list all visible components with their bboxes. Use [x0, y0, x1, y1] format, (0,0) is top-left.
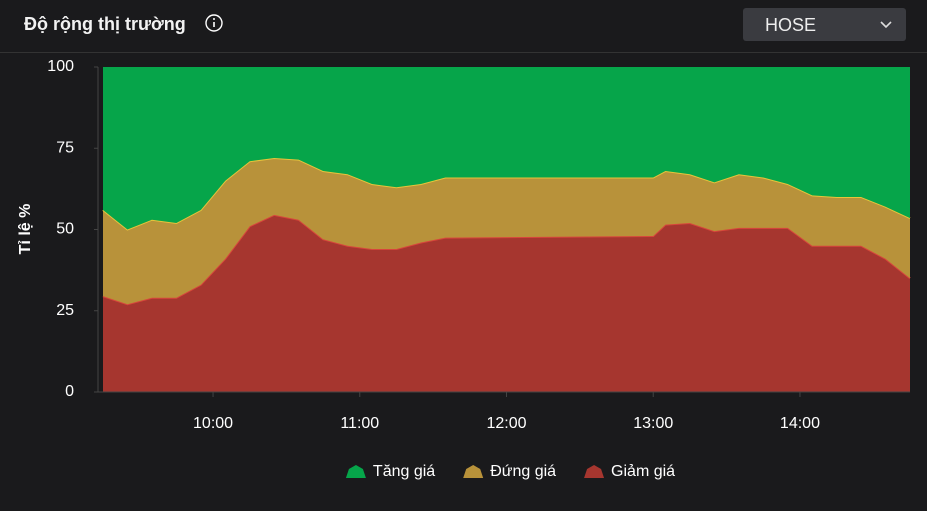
- y-tick-label: 75: [56, 139, 74, 156]
- x-tick-label: 11:00: [340, 415, 379, 432]
- legend-label: Tăng giá: [373, 463, 435, 480]
- info-icon[interactable]: [205, 14, 223, 32]
- legend-icon: [584, 465, 605, 478]
- legend-icon: [463, 465, 484, 478]
- panel-title: Độ rộng thị trường: [24, 14, 186, 34]
- x-tick-label: 12:00: [486, 415, 526, 432]
- legend-item: Tăng giá: [345, 463, 435, 480]
- market-dropdown[interactable]: HOSE: [743, 8, 906, 41]
- x-tick-label: 10:00: [193, 415, 233, 432]
- x-tick-label: 14:00: [780, 415, 820, 432]
- area: [103, 158, 910, 305]
- y-tick-label: 0: [65, 383, 74, 400]
- x-tick-label: 13:00: [633, 415, 673, 432]
- legend-item: Giảm giá: [584, 463, 675, 480]
- area: [103, 67, 910, 230]
- y-tick-label: 100: [47, 58, 74, 75]
- legend-icon: [345, 465, 366, 478]
- legend-label: Giảm giá: [611, 463, 675, 480]
- y-tick-label: 25: [56, 302, 74, 319]
- legend: Tăng giá Đứng giá Giảm giá: [345, 463, 675, 480]
- y-axis-title: Tỉ lệ %: [17, 204, 34, 255]
- dropdown-value: HOSE: [765, 15, 817, 35]
- legend-item: Đứng giá: [463, 463, 556, 480]
- divider: [0, 52, 927, 53]
- legend-label: Đứng giá: [490, 463, 556, 480]
- y-tick-label: 50: [56, 221, 74, 238]
- area: [103, 214, 910, 392]
